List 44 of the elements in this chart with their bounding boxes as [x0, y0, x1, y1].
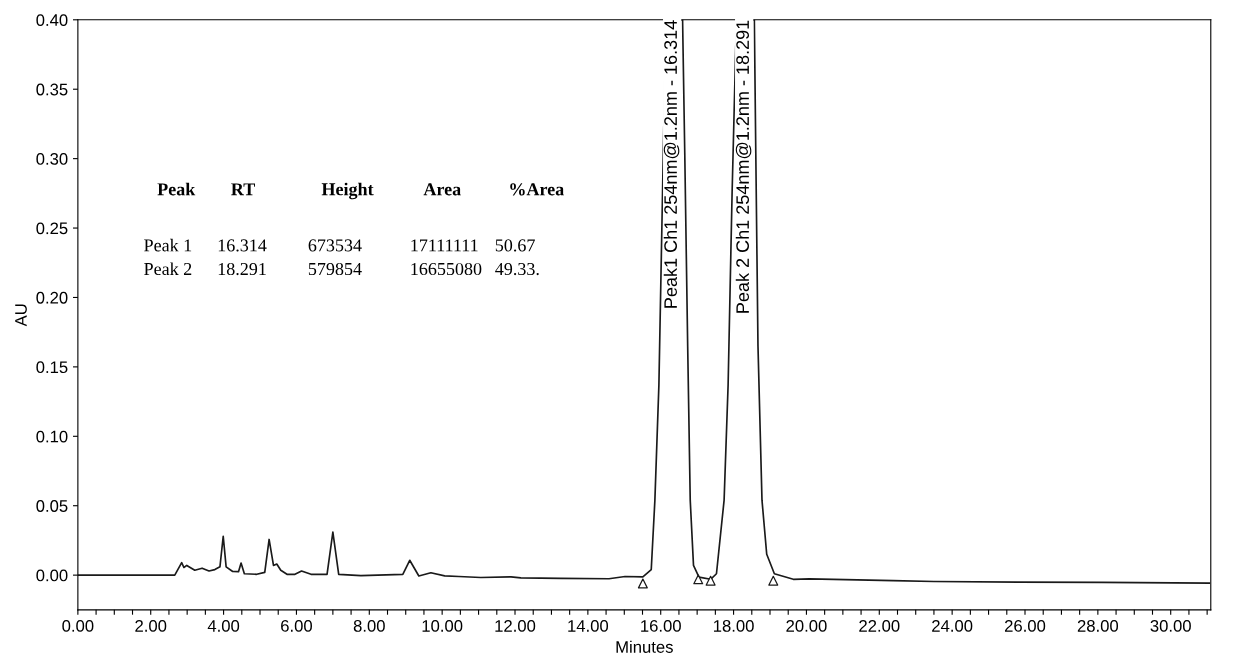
annotation: Peak1 Ch1 254nm@1.2nm - 16.314 — [663, 20, 680, 308]
x-tick-label: 20.00 — [786, 620, 827, 632]
x-tick-label: 2.00 — [135, 620, 167, 632]
x-axis-title: Minutes — [616, 640, 673, 653]
annotation: Peak 1 — [144, 238, 192, 252]
x-tick-label: 18.00 — [714, 620, 754, 632]
annotation: Height — [321, 182, 374, 200]
x-tick-label: 22.00 — [859, 620, 900, 632]
annotation: 49.33. — [495, 262, 539, 276]
y-tick-label: 0.40 — [36, 14, 68, 26]
y-tick-label: 0.10 — [36, 430, 68, 443]
x-tick-label: 10.00 — [422, 620, 463, 632]
annotation: Peak 2 Ch1 254nm@1.2nm - 18.291 — [735, 20, 752, 313]
x-tick-label: 24.00 — [932, 620, 973, 632]
annotation: 16655080 — [411, 262, 482, 276]
x-tick-label: 4.00 — [207, 620, 240, 632]
annotation: 673534 — [308, 239, 362, 252]
x-tick-label: 30.00 — [1150, 620, 1191, 632]
annotation: Peak — [157, 182, 196, 196]
x-tick-label: 16.00 — [641, 620, 681, 632]
annotation: 50.67 — [495, 239, 535, 252]
annotation: %Area — [510, 183, 564, 196]
annotation: 18.291 — [218, 262, 266, 276]
x-tick-label: 14.00 — [568, 620, 609, 632]
y-tick-label: 0.20 — [36, 291, 68, 304]
y-tick-label: 0.35 — [36, 83, 68, 96]
x-tick-label: 28.00 — [1077, 620, 1119, 632]
x-tick-label: 12.00 — [495, 620, 536, 632]
annotation: 16.314 — [218, 239, 267, 252]
x-tick-label: 6.00 — [281, 620, 313, 632]
annotation: Area — [423, 183, 461, 196]
y-tick-label: 0.05 — [36, 500, 68, 512]
annotation: Peak 2 — [144, 262, 192, 276]
annotation: RT — [231, 183, 255, 196]
x-tick-label: 8.00 — [353, 620, 385, 632]
annotation: 17111111 — [411, 239, 478, 252]
x-tick-label: 26.00 — [1004, 620, 1046, 632]
y-tick-label: 0.25 — [36, 222, 68, 235]
y-tick-label: 0.30 — [36, 153, 68, 165]
y-tick-label: 0.15 — [36, 361, 68, 374]
y-tick-label: 0.00 — [36, 569, 68, 582]
annotation: 579854 — [308, 262, 362, 276]
y-axis-title: AU — [15, 304, 27, 327]
x-tick-label: 0.00 — [62, 620, 94, 632]
